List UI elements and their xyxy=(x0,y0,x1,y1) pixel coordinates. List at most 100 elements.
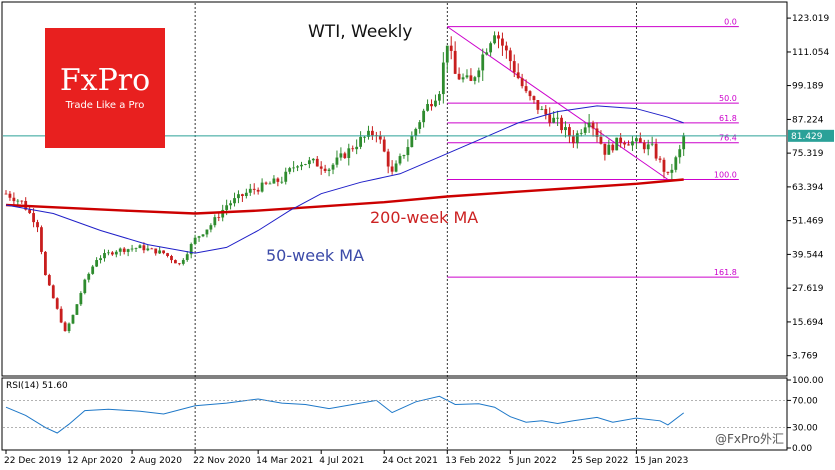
candle-body xyxy=(674,157,678,170)
candle-body xyxy=(248,188,252,193)
candle-body xyxy=(536,100,540,110)
candle-body xyxy=(619,137,623,143)
fib-level-label: 0.0 xyxy=(724,18,737,27)
candle-body xyxy=(398,156,402,164)
y-tick-label: 87.224 xyxy=(792,115,824,125)
ma200-line xyxy=(5,178,684,215)
y-tick-label: 27.619 xyxy=(792,284,824,294)
candle-body xyxy=(300,164,303,167)
y-tick-label: 111.054 xyxy=(792,48,829,58)
candle-body xyxy=(83,279,87,294)
candle-body xyxy=(170,255,173,261)
fib-level-label: 50.0 xyxy=(719,94,737,103)
x-tick-label: 25 Sep 2022 xyxy=(571,456,628,466)
rsi-label: RSI(14) 51.60 xyxy=(6,381,68,391)
candle-body xyxy=(504,45,508,51)
candle-body xyxy=(134,248,138,249)
candle-body xyxy=(627,144,630,146)
candle-body xyxy=(599,136,603,144)
y-tick-label: 75.319 xyxy=(792,149,824,159)
candle-body xyxy=(378,135,382,140)
candle-body xyxy=(276,178,280,182)
candle-body xyxy=(532,96,536,101)
candle-body xyxy=(497,35,500,39)
candle-body xyxy=(469,75,473,81)
candle-body xyxy=(174,260,177,264)
chart-title: WTI, Weekly xyxy=(308,22,412,42)
logo-tagline: Trade Like a Pro xyxy=(65,100,145,111)
candle-body xyxy=(583,127,587,133)
candle-body xyxy=(162,250,165,254)
candle-body xyxy=(221,209,225,218)
candle-body xyxy=(359,136,362,147)
y-tick-label: 39.544 xyxy=(792,250,824,260)
candle-body xyxy=(654,143,658,159)
candle-body xyxy=(434,100,437,107)
candle-body xyxy=(477,70,481,78)
candle-body xyxy=(406,147,410,156)
candle-body xyxy=(371,130,374,136)
candle-body xyxy=(217,217,221,218)
candle-body xyxy=(166,253,169,256)
candle-body xyxy=(268,183,272,185)
candle-body xyxy=(493,35,496,44)
candle-body xyxy=(520,78,524,87)
candle-body xyxy=(595,128,599,137)
candle-body xyxy=(158,250,162,254)
x-tick-label: 24 Oct 2021 xyxy=(382,456,438,466)
x-tick-label: 22 Nov 2020 xyxy=(193,456,251,466)
candle-body xyxy=(107,252,110,254)
candle-body xyxy=(154,248,158,254)
candlesticks xyxy=(4,31,686,334)
watermark: @FxPro外汇 xyxy=(715,432,784,446)
candle-body xyxy=(528,91,532,97)
candle-body xyxy=(465,75,469,78)
x-tick-label: 22 Dec 2019 xyxy=(4,456,62,466)
candle-body xyxy=(516,72,520,79)
candle-body xyxy=(67,323,71,332)
candle-body xyxy=(252,188,256,190)
x-tick-label: 12 Apr 2020 xyxy=(67,456,123,466)
time-axis: 22 Dec 2019 12 Apr 2020 2 Aug 2020 22 Nov 2… xyxy=(4,450,688,466)
candle-body xyxy=(331,164,335,170)
candle-body xyxy=(658,158,662,160)
candle-body xyxy=(16,200,20,202)
candle-body xyxy=(650,143,654,145)
candle-body xyxy=(87,273,91,280)
candle-body xyxy=(670,169,674,173)
candle-body xyxy=(280,181,284,183)
y-tick-label: 15.694 xyxy=(792,318,824,328)
rsi-tick-label: 0.00 xyxy=(792,444,812,454)
candle-body xyxy=(512,61,516,73)
candle-body xyxy=(130,248,134,250)
candle-body xyxy=(205,229,209,235)
candle-body xyxy=(481,54,485,71)
candle-body xyxy=(51,285,55,299)
candle-body xyxy=(256,189,260,192)
candle-body xyxy=(607,144,611,155)
candle-body xyxy=(363,136,366,138)
candle-body xyxy=(36,222,39,228)
candle-body xyxy=(44,251,47,276)
candle-body xyxy=(213,217,217,226)
candle-body xyxy=(47,275,51,286)
candle-body xyxy=(8,193,12,198)
candle-body xyxy=(264,182,268,184)
candle-body xyxy=(402,155,406,157)
candle-body xyxy=(28,209,32,214)
candle-body xyxy=(99,258,102,261)
y-tick-label: 3.769 xyxy=(792,352,818,362)
candle-body xyxy=(386,151,390,167)
candle-body xyxy=(441,62,445,95)
candle-body xyxy=(315,158,319,167)
candle-body xyxy=(177,263,181,265)
candle-body xyxy=(114,251,118,255)
candle-body xyxy=(414,128,418,136)
candle-body xyxy=(418,122,422,129)
candle-body xyxy=(410,135,414,148)
candle-body xyxy=(63,322,67,332)
candle-body xyxy=(678,149,682,158)
candle-body xyxy=(225,205,229,210)
candle-body xyxy=(20,200,24,202)
